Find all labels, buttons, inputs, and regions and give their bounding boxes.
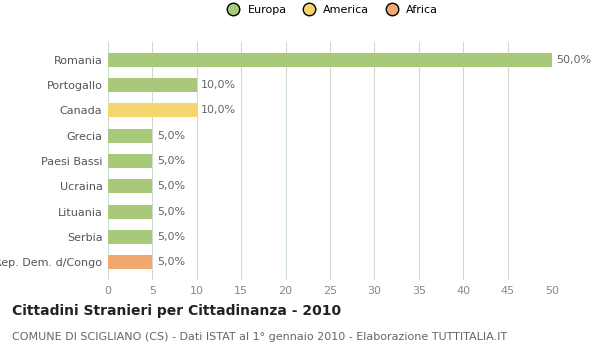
Text: COMUNE DI SCIGLIANO (CS) - Dati ISTAT al 1° gennaio 2010 - Elaborazione TUTTITAL: COMUNE DI SCIGLIANO (CS) - Dati ISTAT al… <box>12 332 507 343</box>
Text: 50,0%: 50,0% <box>556 55 592 65</box>
Bar <box>108 53 552 67</box>
Bar <box>108 129 152 143</box>
Bar <box>108 255 152 269</box>
Bar <box>108 78 197 92</box>
Text: 5,0%: 5,0% <box>157 206 185 217</box>
Bar <box>108 205 152 218</box>
Bar <box>108 230 152 244</box>
Text: 10,0%: 10,0% <box>201 80 236 90</box>
Text: 10,0%: 10,0% <box>201 105 236 116</box>
Bar <box>108 104 197 117</box>
Text: 5,0%: 5,0% <box>157 257 185 267</box>
Bar <box>108 179 152 193</box>
Text: 5,0%: 5,0% <box>157 232 185 242</box>
Text: 5,0%: 5,0% <box>157 156 185 166</box>
Text: 5,0%: 5,0% <box>157 131 185 141</box>
Text: Cittadini Stranieri per Cittadinanza - 2010: Cittadini Stranieri per Cittadinanza - 2… <box>12 304 341 318</box>
Legend: Europa, America, Africa: Europa, America, Africa <box>222 5 438 15</box>
Text: 5,0%: 5,0% <box>157 181 185 191</box>
Bar <box>108 154 152 168</box>
